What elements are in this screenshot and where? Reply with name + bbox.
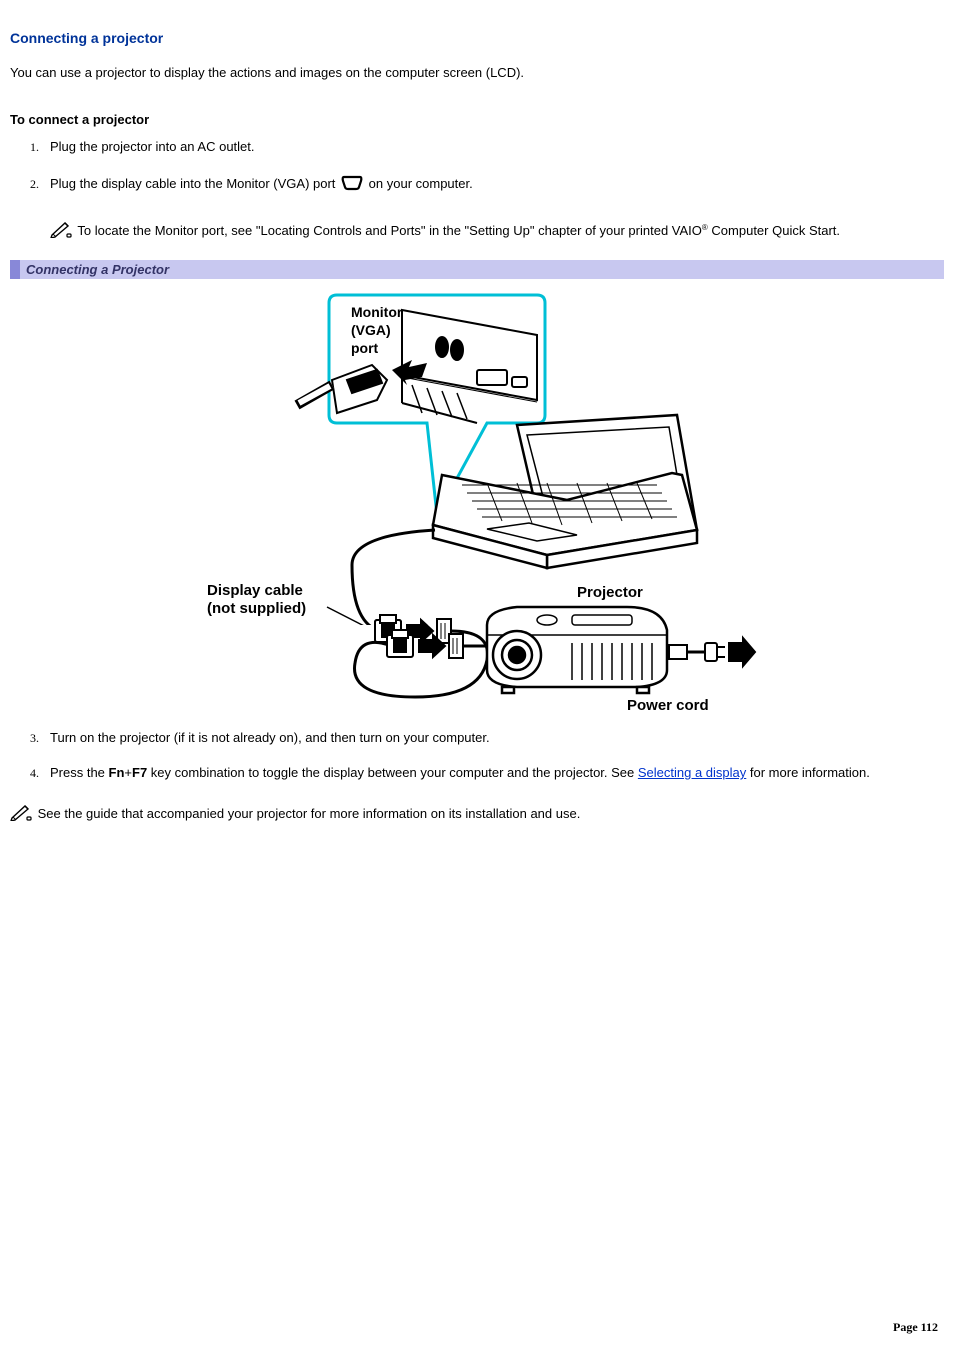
footer-note: See the guide that accompanied your proj… <box>10 803 944 827</box>
intro-paragraph: You can use a projector to display the a… <box>10 64 944 82</box>
step-4-text-a: Press the <box>50 765 109 780</box>
page-number: Page 112 <box>893 1320 938 1335</box>
figure-caption: Connecting a Projector <box>10 260 944 279</box>
step-2-text-a: Plug the display cable into the Monitor … <box>50 176 339 191</box>
step-2: Plug the display cable into the Monitor … <box>42 173 944 244</box>
step-4: Press the Fn+F7 key combination to toggl… <box>42 763 944 783</box>
step-2-text-b: on your computer. <box>369 176 473 191</box>
procedure-heading: To connect a projector <box>10 112 944 127</box>
note-icon <box>10 803 32 827</box>
label-monitor-1: Monitor <box>351 304 403 320</box>
page-title: Connecting a projector <box>10 30 944 46</box>
vga-port-icon <box>341 173 363 197</box>
key-fn: Fn <box>109 765 125 780</box>
key-f7: F7 <box>132 765 147 780</box>
step-4-text-c: for more information. <box>746 765 870 780</box>
step-2-note-text-b: Computer Quick Start. <box>708 223 840 238</box>
step-2-note-text-a: To locate the Monitor port, see "Locatin… <box>77 223 702 238</box>
step-2-note: To locate the Monitor port, see "Locatin… <box>50 220 944 244</box>
label-power-cord: Power cord <box>627 697 709 714</box>
label-monitor-2: (VGA) <box>351 322 391 338</box>
step-4-text-b: key combination to toggle the display be… <box>147 765 638 780</box>
note-icon <box>50 220 72 244</box>
label-display-cable-2: (not supplied) <box>207 600 306 617</box>
step-3: Turn on the projector (if it is not alre… <box>42 728 944 748</box>
link-selecting-display[interactable]: Selecting a display <box>638 765 746 780</box>
label-display-cable-1: Display cable <box>207 582 303 599</box>
label-monitor-3: port <box>351 340 379 356</box>
key-plus: + <box>124 765 132 780</box>
step-1: Plug the projector into an AC outlet. <box>42 137 944 157</box>
label-projector: Projector <box>577 584 643 601</box>
figure-diagram: Monitor (VGA) port <box>10 285 944 718</box>
footer-note-text: See the guide that accompanied your proj… <box>34 806 580 821</box>
